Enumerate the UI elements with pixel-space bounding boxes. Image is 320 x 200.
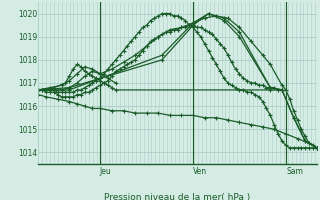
Text: Sam: Sam [286, 167, 303, 176]
Text: Pression niveau de la mer( hPa ): Pression niveau de la mer( hPa ) [104, 193, 251, 200]
Text: Jeu: Jeu [100, 167, 111, 176]
Text: Ven: Ven [193, 167, 207, 176]
